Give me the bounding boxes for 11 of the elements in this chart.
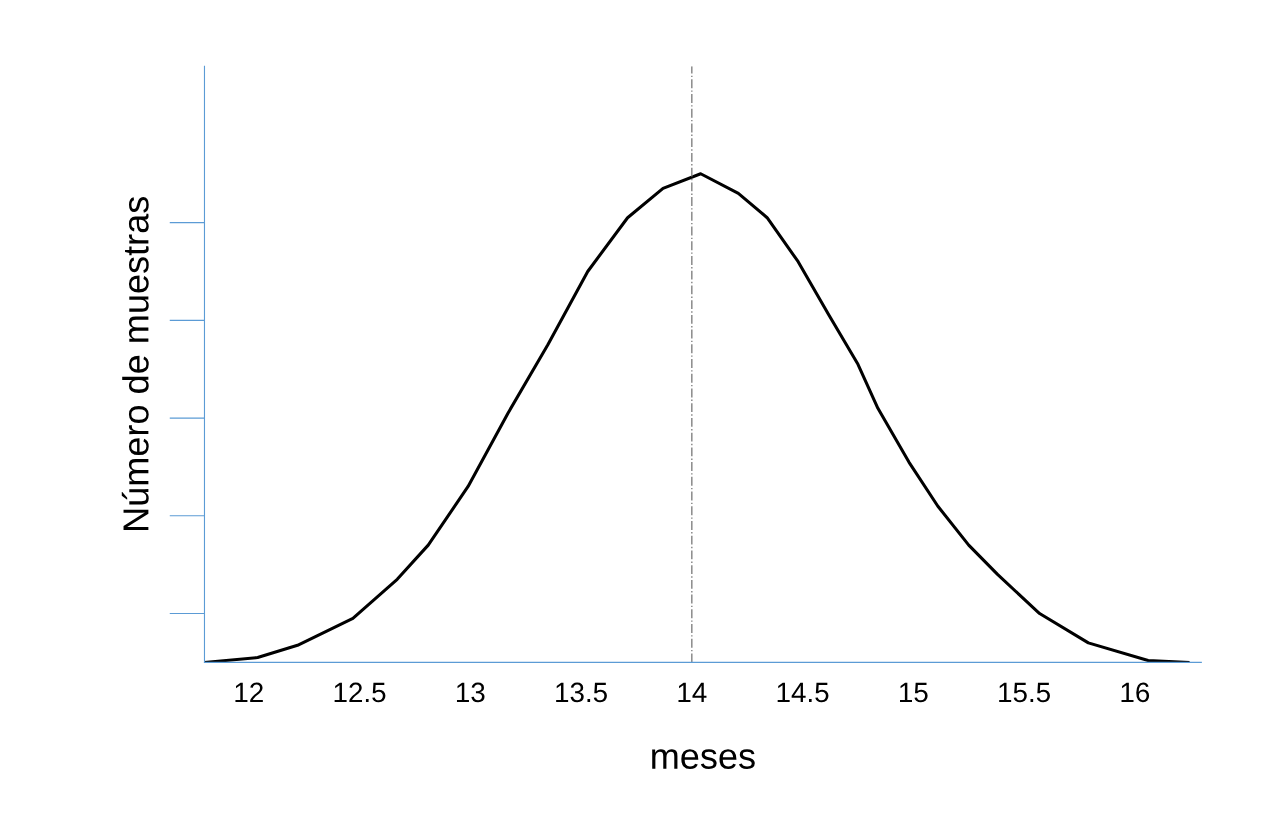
x-tick-label: 16: [1121, 682, 1150, 703]
x-tick-label: 14: [678, 682, 707, 702]
x-tick-label: 13.5: [556, 682, 607, 703]
x-axis-title: meses: [652, 749, 755, 769]
y-axis-title: Número de muestras: [121, 197, 149, 530]
x-tick-label: 15: [900, 682, 928, 703]
x-tick-label: 12.5: [334, 682, 386, 703]
x-tick-label: 15.5: [999, 682, 1050, 703]
x-tick-label: 12: [235, 682, 263, 702]
x-tick-label: 13: [456, 682, 485, 703]
x-tick-label: 14.5: [777, 682, 829, 703]
